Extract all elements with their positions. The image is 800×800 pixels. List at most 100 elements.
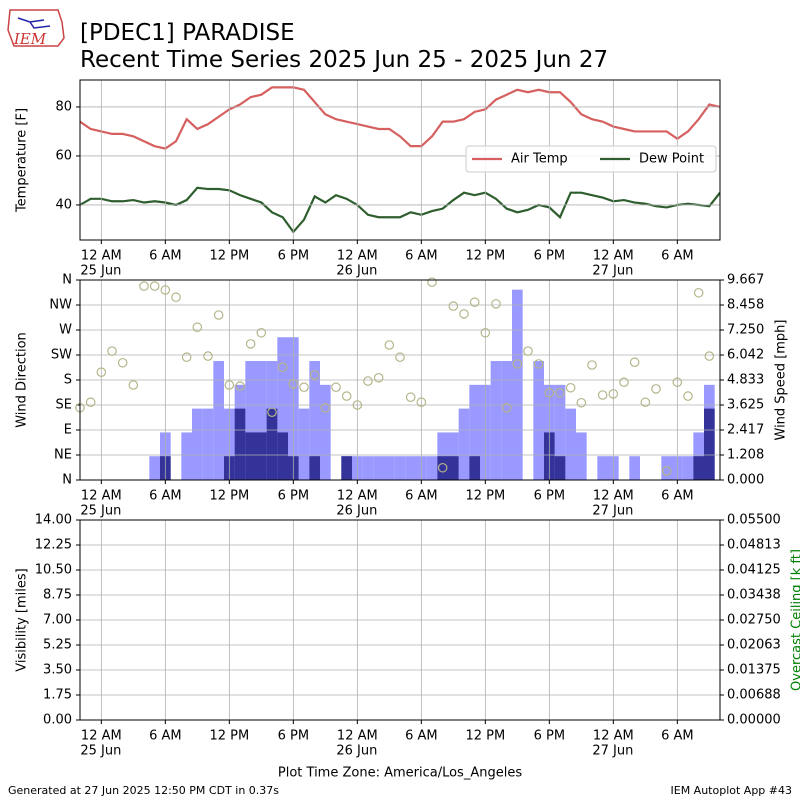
direction-point: [651, 384, 661, 394]
y-tick-label: SE: [56, 398, 72, 413]
y-axis-label: Wind Direction: [15, 332, 30, 428]
direction-point: [117, 357, 128, 368]
x-tick-label: 6 AM: [661, 249, 694, 264]
x-tick-label: 6 PM: [534, 489, 565, 504]
y2-tick-label: 0.00688: [727, 688, 781, 703]
logo: IEM: [7, 9, 65, 48]
direction-point: [96, 367, 107, 378]
bar: [629, 456, 640, 480]
direction-point: [576, 397, 587, 408]
y2-axis-label: Overcast Ceiling [k ft]: [790, 549, 800, 691]
bar: [149, 456, 160, 480]
x-tick-label: 12 PM: [465, 489, 505, 504]
direction-point: [512, 359, 523, 369]
direction-point: [341, 391, 352, 401]
bar: [181, 432, 192, 480]
bar: [533, 361, 544, 480]
direction-point: [640, 397, 651, 408]
direction-point: [288, 379, 299, 389]
bar: [469, 456, 480, 480]
bar: [554, 384, 566, 480]
direction-point: [224, 380, 235, 390]
x-tick-label: 6 AM: [661, 489, 694, 504]
y2-tick-label: 0.000: [727, 473, 764, 488]
bar: [576, 432, 587, 480]
y-tick-label: 80: [55, 99, 72, 114]
y2-tick-label: 0.03438: [727, 588, 781, 603]
direction-point: [331, 382, 341, 393]
x-tick-label: 6 AM: [149, 489, 182, 504]
y-tick-label: NE: [54, 448, 72, 463]
direction-point: [629, 357, 640, 368]
y-tick-label: 60: [55, 148, 72, 163]
direction-point: [277, 362, 288, 373]
bar: [490, 361, 502, 480]
direction-point: [245, 339, 256, 349]
x-tick-sublabel: 26 Jun: [336, 504, 377, 519]
y-tick-label: 0.00: [43, 713, 72, 728]
direction-point: [597, 390, 608, 400]
direction-point: [523, 346, 533, 356]
bar: [266, 408, 278, 480]
x-axis-label: Plot Time Zone: America/Los_Angeles: [278, 766, 522, 781]
direction-point: [309, 370, 320, 380]
x-tick-label: 12 AM: [81, 489, 122, 504]
y-tick-label: 5.25: [43, 638, 72, 653]
x-tick-label: 12 AM: [593, 489, 634, 504]
bar: [234, 408, 246, 480]
y-tick-label: 14.00: [35, 513, 72, 528]
direction-point: [160, 285, 171, 295]
direction-point: [480, 327, 491, 338]
direction-point: [555, 387, 565, 398]
y2-tick-label: 0.04125: [727, 563, 781, 578]
x-tick-sublabel: 26 Jun: [336, 744, 377, 759]
legend-label: Dew Point: [639, 152, 704, 167]
bar: [320, 384, 331, 480]
bar: [437, 456, 448, 480]
x-tick-label: 12 PM: [209, 489, 249, 504]
direction-point: [213, 310, 224, 320]
x-tick-label: 6 AM: [661, 729, 694, 744]
bar: [394, 456, 406, 480]
direction-point: [139, 281, 149, 291]
y-tick-label: 7.00: [43, 613, 72, 628]
bar: [565, 408, 576, 480]
y-tick-label: S: [64, 373, 72, 388]
direction-point: [608, 389, 619, 399]
x-tick-label: 12 AM: [593, 729, 634, 744]
direction-point: [448, 301, 459, 311]
bar: [554, 456, 566, 480]
y2-tick-label: 0.01375: [727, 663, 781, 678]
direction-point: [171, 292, 181, 303]
x-tick-label: 6 PM: [278, 489, 309, 504]
frame: [79, 519, 721, 721]
bar: [469, 384, 480, 480]
x-tick-sublabel: 25 Jun: [80, 504, 121, 519]
y-tick-label: N: [62, 473, 72, 488]
footer-left: Generated at 27 Jun 2025 12:50 PM CDT in…: [8, 784, 279, 797]
x-tick-label: 12 PM: [209, 729, 249, 744]
bar: [202, 408, 214, 480]
direction-point: [384, 340, 395, 350]
bar: [426, 456, 438, 480]
y-tick-label: E: [64, 423, 72, 438]
logo-text: IEM: [13, 30, 47, 48]
direction-point: [128, 380, 139, 390]
direction-point: [619, 377, 629, 388]
bar: [458, 408, 470, 480]
direction-point: [363, 376, 373, 386]
frame: [79, 79, 721, 241]
direction-point: [544, 387, 555, 398]
bar: [448, 456, 459, 480]
x-tick-label: 6 PM: [534, 249, 565, 264]
direction-point: [469, 297, 480, 308]
frame: [79, 279, 721, 481]
chart-title: [PDEC1] PARADISE: [80, 20, 295, 46]
x-tick-label: 6 AM: [149, 729, 182, 744]
direction-point: [704, 351, 715, 361]
bar: [373, 456, 384, 480]
direction-point: [416, 397, 427, 408]
x-tick-label: 12 AM: [81, 729, 122, 744]
direction-point: [491, 299, 501, 309]
